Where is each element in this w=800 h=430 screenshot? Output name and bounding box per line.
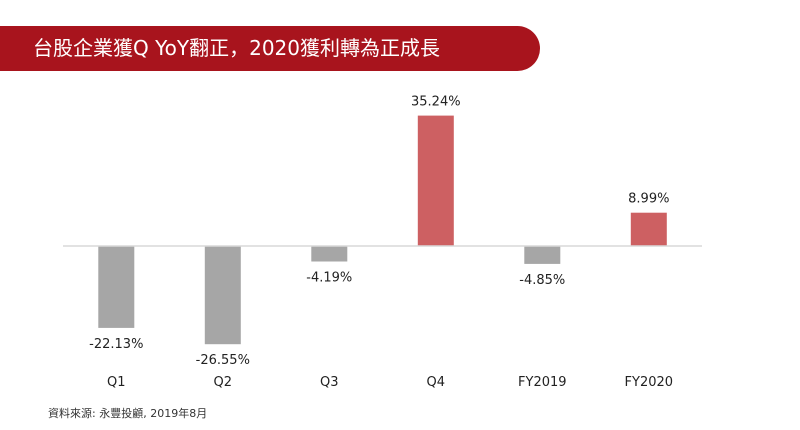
bar-q2: [204, 246, 241, 345]
bar-fy2020: [630, 212, 667, 246]
category-label-fy2020: FY2020: [625, 375, 674, 390]
category-label-q3: Q3: [320, 375, 339, 390]
data-label-fy2020: 8.99%: [628, 192, 669, 207]
data-label-q2: -26.55%: [196, 353, 250, 368]
title-banner: 台股企業獲Q YoY翻正，2020獲利轉為正成長: [0, 26, 540, 71]
category-label-q2: Q2: [214, 375, 233, 390]
data-label-fy2019: -4.85%: [519, 273, 565, 288]
data-label-q4: 35.24%: [411, 95, 461, 110]
bar-q1: [98, 246, 135, 328]
category-label-q4: Q4: [427, 375, 446, 390]
bar-fy2019: [524, 246, 561, 264]
category-label-q1: Q1: [107, 375, 126, 390]
bar-q4: [417, 115, 454, 246]
data-label-q1: -22.13%: [89, 337, 143, 352]
chart-title: 台股企業獲Q YoY翻正，2020獲利轉為正成長: [33, 36, 441, 60]
data-label-q3: -4.19%: [306, 271, 352, 286]
source-note: 資料來源: 永豐投顧, 2019年8月: [48, 407, 208, 420]
bar-q3: [311, 246, 348, 262]
category-label-fy2019: FY2019: [518, 375, 567, 390]
